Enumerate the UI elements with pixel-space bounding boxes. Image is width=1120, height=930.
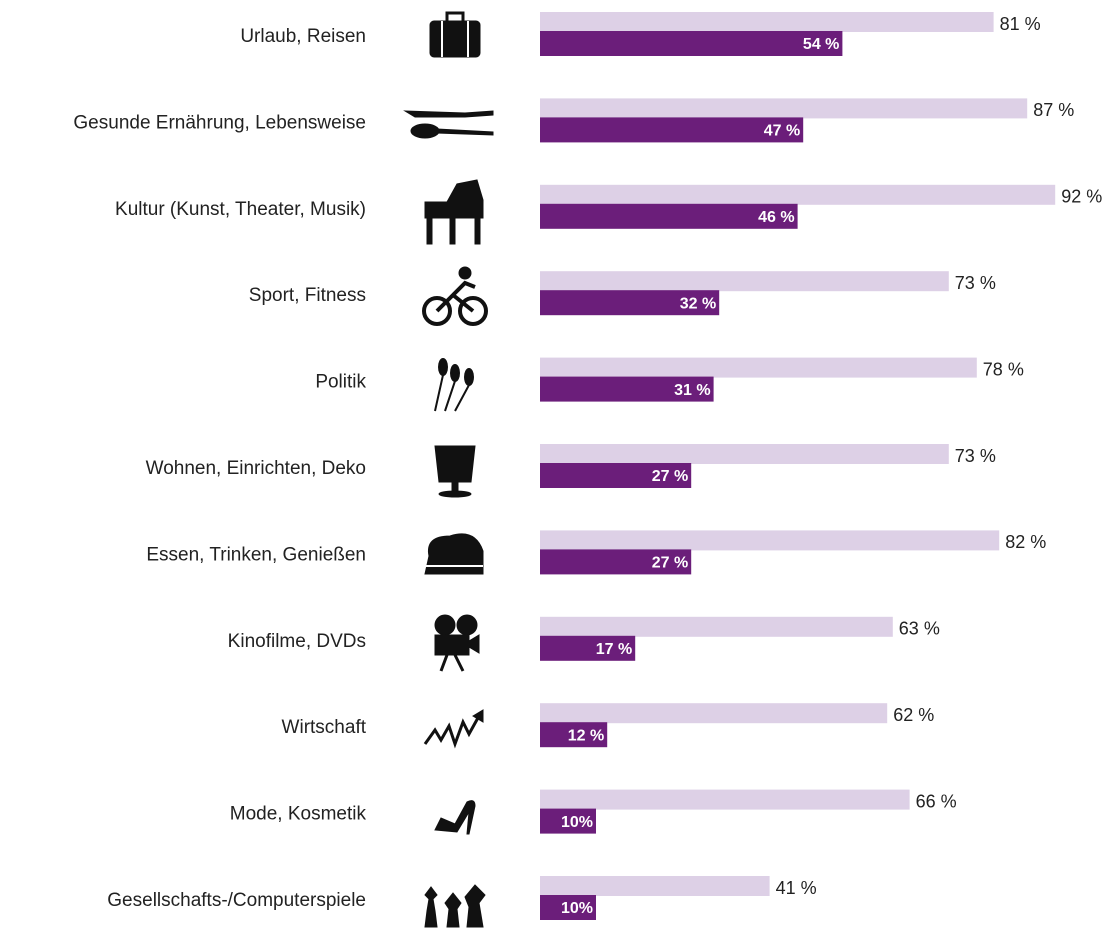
value-label-inner: 47 % [764,123,800,140]
value-label: 41 % [776,878,817,898]
bar-share [540,376,714,402]
bar-total [540,876,770,896]
icon-camera [434,614,480,672]
value-label-inner: 27 % [652,555,688,572]
category-label: Urlaub, Reisen [240,26,366,47]
category-label: Gesunde Ernährung, Lebensweise [73,112,366,133]
bar-total [540,530,1000,551]
icons [403,11,494,928]
bar-share [540,463,692,488]
value-label: 92 % [1061,187,1102,207]
category-label: Mode, Kosmetik [230,804,367,825]
icon-chess [424,884,486,928]
value-label-inner: 31 % [674,382,710,399]
icon-microphones [434,358,474,412]
bar-share [540,808,596,834]
value-label: 82 % [1005,532,1046,552]
icon-suitcase [429,11,481,58]
value-label: 87 % [1033,100,1074,120]
icon-cutlery [403,110,494,139]
value-label: 81 % [1000,14,1041,34]
category-label: Essen, Trinken, Genießen [146,544,366,565]
category-label: Wohnen, Einrichten, Deko [146,458,366,479]
bar-share [540,31,843,56]
bar-total [540,357,977,378]
value-label-inner: 10% [561,814,593,831]
bar-total [540,271,949,292]
icon-chef-hat [424,533,484,575]
value-label: 78 % [983,359,1024,379]
bar-share [540,549,692,575]
bar-total [540,616,893,637]
category-label: Politik [315,372,366,393]
value-label: 66 % [916,791,957,811]
value-label: 73 % [955,446,996,466]
value-label: 63 % [899,619,940,639]
icon-chart-arrow [423,709,484,749]
value-label: 73 % [955,273,996,293]
value-label-inner: 32 % [680,295,716,312]
bar-share [540,117,804,143]
bar-share [540,203,798,229]
value-label-inner: 54 % [803,36,839,53]
bar-share [540,635,636,661]
bar-share [540,895,596,920]
value-label-inner: 46 % [758,209,794,226]
category-label: Wirtschaft [282,717,367,738]
value-label-inner: 17 % [596,641,632,658]
value-label-inner: 10% [561,900,593,917]
bar-share [540,722,608,748]
category-label: Kultur (Kunst, Theater, Musik) [115,199,366,220]
category-label: Gesellschafts-/Computerspiele [107,890,366,911]
bar-total [540,98,1028,119]
icon-piano [424,179,484,245]
category-label: Sport, Fitness [249,285,366,306]
bar-total [540,703,888,724]
category-label: Kinofilme, DVDs [228,631,366,652]
bar-total [540,12,994,32]
bar-total [540,789,910,810]
bar-total [540,184,1056,205]
bar-total [540,444,949,464]
icon-bike [422,266,488,326]
icon-chair [434,445,476,498]
icon-shoe [434,800,476,835]
value-label-inner: 27 % [652,468,688,485]
value-label-inner: 12 % [568,727,604,744]
value-label: 62 % [893,705,934,725]
bar-share [540,290,720,316]
